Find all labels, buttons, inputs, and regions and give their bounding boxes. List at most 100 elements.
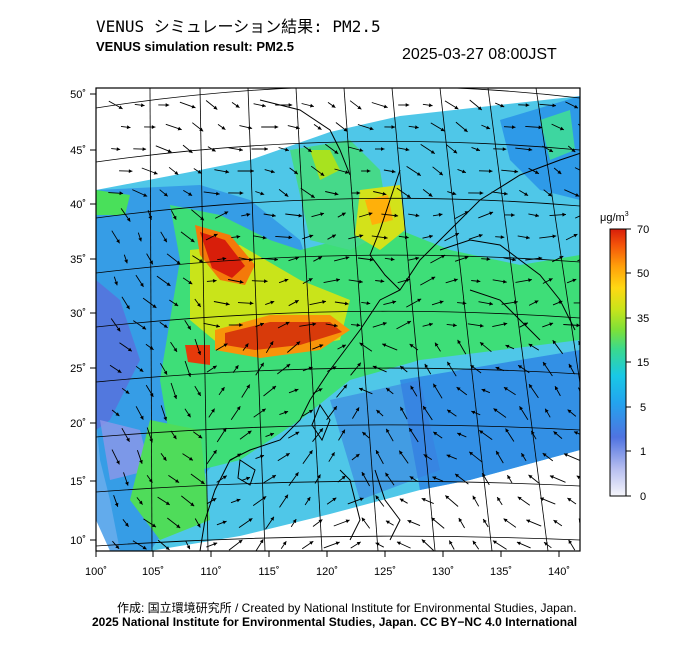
wind-arrowhead — [404, 235, 409, 240]
wind-arrowhead — [504, 191, 508, 196]
wind-arrowhead — [514, 300, 518, 305]
wind-arrowhead — [176, 524, 181, 528]
wind-arrowhead — [332, 497, 337, 502]
wind-arrowhead — [542, 453, 547, 457]
wind-arrowhead — [400, 366, 404, 370]
wind-arrowhead — [220, 387, 225, 392]
wind-arrowhead — [295, 431, 300, 436]
wind-arrowhead — [187, 413, 191, 418]
lon-tick-label: 100˚ — [85, 566, 107, 578]
wind-arrowhead — [545, 408, 549, 413]
wind-arrowhead — [163, 370, 168, 375]
wind-arrowhead — [272, 213, 276, 218]
wind-arrowhead — [503, 322, 508, 326]
wind-arrowhead — [415, 256, 420, 261]
map-frame — [95, 87, 581, 552]
wind-arrowhead — [381, 147, 385, 151]
wind-arrowhead — [558, 300, 563, 305]
wind-arrow — [577, 259, 580, 262]
wind-arrowhead — [521, 453, 525, 458]
wind-arrowhead — [318, 388, 323, 392]
wind-arrowhead — [115, 412, 120, 416]
wind-arrowhead — [528, 278, 532, 283]
lon-tick-label: 130˚ — [432, 566, 454, 578]
wind-arrowhead — [548, 278, 553, 282]
forecast-timestamp: 2025-03-27 08:00JST — [402, 46, 557, 63]
wind-arrowhead — [322, 300, 326, 304]
wind-arrowhead — [284, 410, 289, 415]
wind-arrowhead — [503, 279, 507, 284]
wind-arrowhead — [264, 279, 268, 284]
wind-arrowhead — [285, 147, 289, 152]
wind-arrowhead — [534, 170, 539, 174]
wind-arrowhead — [308, 450, 313, 455]
wind-arrowhead — [152, 523, 156, 528]
wind-arrowhead — [576, 323, 580, 328]
wind-arrowhead — [148, 215, 152, 220]
wind-arrowhead — [213, 233, 218, 238]
wind-arrowhead — [528, 343, 533, 348]
wind-arrowhead — [538, 125, 543, 130]
wind-arrowhead — [368, 212, 373, 216]
wind-arrowhead — [294, 472, 299, 477]
wind-arrowhead — [574, 431, 578, 435]
wind-arrowhead — [441, 255, 446, 259]
wind-arrowhead — [176, 260, 181, 265]
wind-arrowhead — [507, 475, 511, 480]
wind-arrowhead — [355, 407, 360, 412]
wind-arrowhead — [295, 125, 300, 130]
wind-arrowhead — [139, 368, 144, 372]
wind-arrowhead — [197, 351, 202, 355]
wind-arrowhead — [177, 126, 182, 131]
wind-arrowhead — [528, 147, 533, 152]
wind-arrowhead — [345, 519, 350, 524]
wind-arrowhead — [362, 432, 367, 436]
wind-arrowhead — [438, 212, 443, 217]
wind-arrowhead — [480, 342, 484, 346]
wind-arrowhead — [433, 431, 438, 436]
wind-arrowhead — [138, 237, 142, 242]
wind-arrowhead — [246, 212, 251, 217]
wind-arrowhead — [567, 409, 572, 414]
wind-arrowhead — [439, 171, 443, 176]
wind-arrowhead — [284, 494, 288, 499]
wind-arrowhead — [555, 386, 559, 391]
wind-vectors — [108, 99, 586, 551]
wind-arrowhead — [391, 125, 395, 129]
wind-arrowhead — [514, 169, 519, 174]
wind-arrowhead — [543, 362, 547, 366]
wind-arrowhead — [223, 343, 228, 347]
wind-arrowhead — [464, 256, 469, 260]
wind-arrowhead — [428, 192, 433, 197]
wind-arrowhead — [540, 497, 545, 501]
wind-arrowhead — [211, 408, 215, 413]
colorbar: μg/m3 70 50 35 15 5 1 0 — [600, 211, 649, 503]
wind-arrowhead — [165, 501, 170, 505]
wind-arrowhead — [200, 480, 205, 484]
wind-arrowhead — [244, 343, 249, 348]
wind-arrowhead — [119, 191, 124, 196]
wind-arrowhead — [272, 386, 276, 390]
graticule — [96, 88, 580, 551]
wind-arrowhead — [225, 169, 230, 174]
wind-arrowhead — [197, 391, 201, 396]
wind-arrowhead — [477, 106, 482, 110]
wind-arrowhead — [269, 341, 274, 346]
wind-arrowhead — [127, 347, 132, 352]
concentration-field — [96, 88, 580, 551]
wind-arrowhead — [310, 194, 315, 198]
wind-arrowhead — [428, 103, 433, 108]
wind-arrowhead — [435, 342, 439, 347]
wind-arrowhead — [582, 257, 586, 261]
wind-arrowhead — [188, 456, 193, 461]
wind-arrowhead — [568, 363, 573, 368]
wind-arrowhead — [336, 278, 340, 282]
wind-arrowhead — [213, 450, 217, 454]
wind-arrowhead — [385, 472, 389, 477]
wind-arrowhead — [199, 258, 203, 263]
wind-arrowhead — [140, 282, 144, 287]
wind-arrowhead — [528, 474, 533, 479]
wind-arrowhead — [421, 539, 426, 544]
copyright-line: 2025 National Institute for Environmenta… — [92, 615, 578, 629]
wind-arrowhead — [369, 257, 374, 262]
